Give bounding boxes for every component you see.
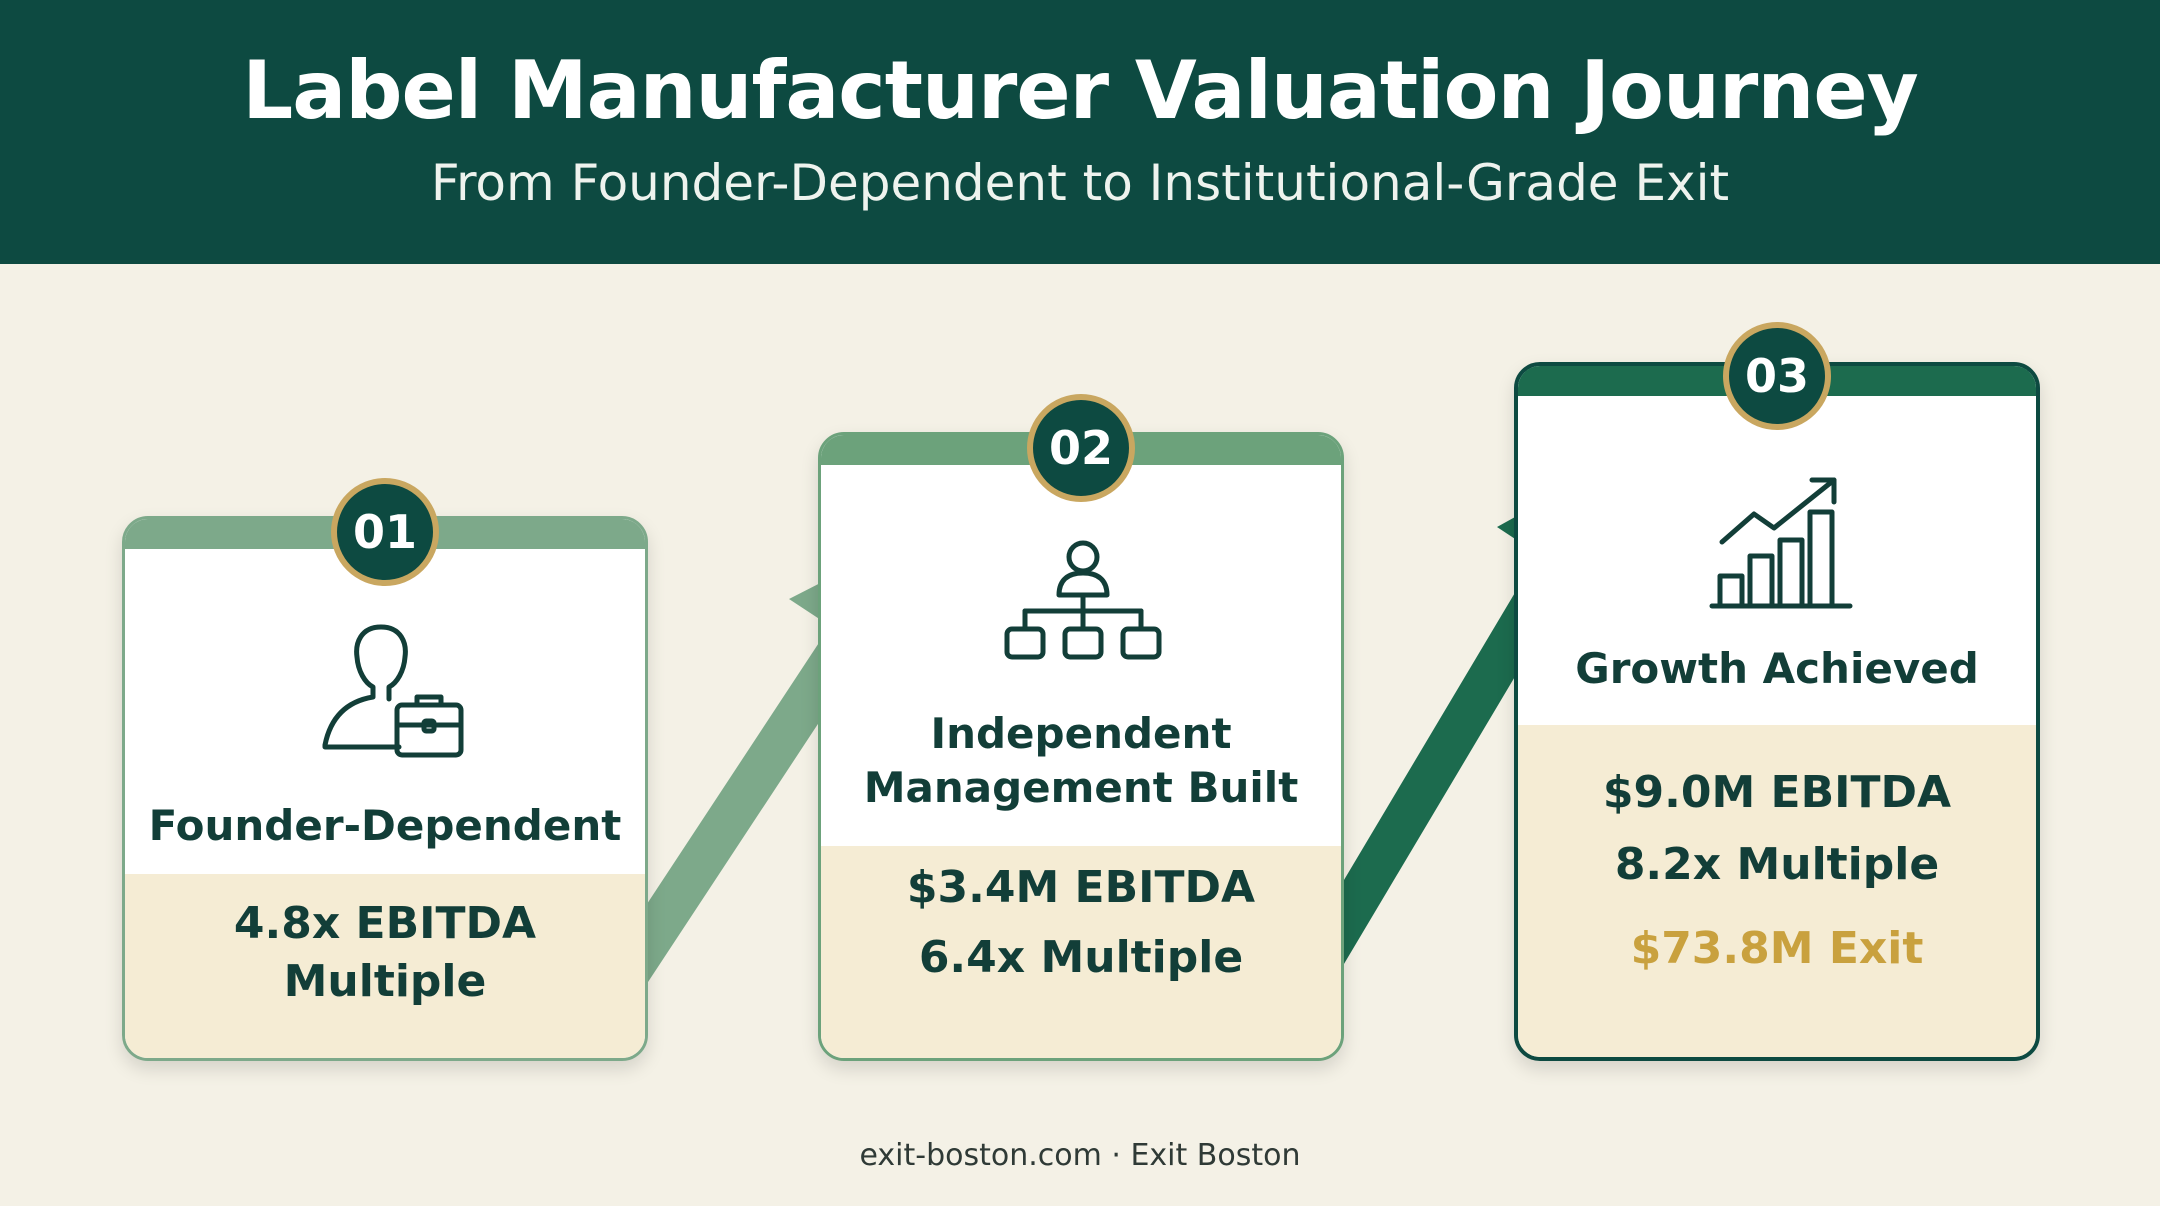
stage-3-metric-line1: $9.0M EBITDA — [1602, 767, 1952, 818]
stage-3-title: Growth Achieved — [1575, 644, 1979, 693]
stage-card-2-metric-panel — [821, 846, 1341, 1058]
stage-3-metric-line2: 8.2x Multiple — [1614, 839, 1940, 890]
stage-card-1: Founder-Dependent 4.8x EBITDA Multiple — [122, 516, 648, 1061]
page-subtitle: From Founder-Dependent to Institutional-… — [430, 154, 1730, 212]
stage-badge-02: 02 — [1027, 394, 1135, 502]
stage-badge-01: 01 — [331, 478, 439, 586]
header-banner: Label Manufacturer Valuation Journey Fro… — [0, 0, 2160, 264]
org-chart-icon — [1004, 540, 1162, 660]
stage-card-2: Independent Management Built $3.4M EBITD… — [818, 432, 1344, 1061]
stage-2-metric-line2: 6.4x Multiple — [918, 932, 1244, 983]
growth-chart-icon — [1709, 477, 1853, 609]
founder-with-briefcase-icon — [322, 624, 464, 758]
stage-1-metric-line2: Multiple — [283, 956, 487, 1007]
stage-2-metric-line1: $3.4M EBITDA — [906, 862, 1256, 913]
stage-card-1-metric-panel — [125, 874, 645, 1058]
footer-credit: exit-boston.com · Exit Boston — [859, 1138, 1301, 1173]
stage-2-title-line2: Management Built — [863, 763, 1299, 812]
page-title: Label Manufacturer Valuation Journey — [242, 44, 1918, 137]
stage-3-exit-value: $73.8M Exit — [1630, 923, 1924, 974]
stage-1-metric-line1: 4.8x EBITDA — [233, 898, 537, 949]
stage-1-title: Founder-Dependent — [148, 801, 622, 850]
stage-2-title-line1: Independent — [930, 709, 1232, 758]
stage-card-3-metric-panel — [1518, 725, 2036, 1057]
stage-badge-03: 03 — [1723, 322, 1831, 430]
stage-card-3: Growth Achieved $9.0M EBITDA 8.2x Multip… — [1514, 362, 2040, 1061]
